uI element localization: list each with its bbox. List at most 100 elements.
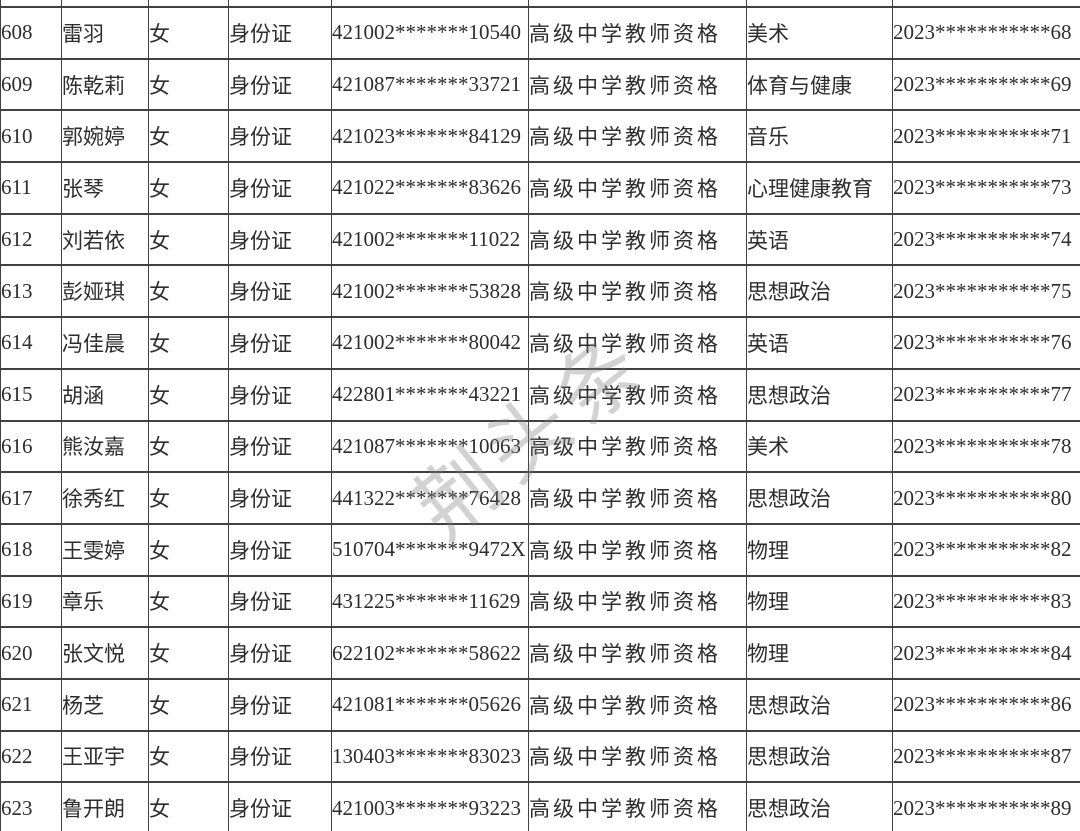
cell-id-number: 441322*******76428	[331, 471, 529, 525]
cell-no: 613	[0, 264, 62, 319]
cell-empty	[528, 0, 747, 8]
table-row: 610 郭婉婷女身份证 421023*******84129 高级中学教师资格 音乐 20…	[0, 109, 1080, 164]
cell-subject: 英语	[746, 316, 893, 370]
table-row: 621 杨芝女身份证 421081*******05626 高级中学教师资格 思想政治 2…	[0, 677, 1080, 732]
cell-id-type: 身份证	[228, 57, 332, 112]
cell-subject: 思想政治	[746, 781, 893, 831]
cell-qualification: 高级中学教师资格	[528, 522, 747, 577]
cell-no: 615	[0, 367, 62, 422]
cell-no: 617	[0, 471, 62, 525]
cell-name: 杨芝	[61, 677, 149, 732]
cell-subject: 体育与健康	[746, 57, 893, 112]
cell-gender: 女	[148, 161, 229, 215]
cell-id-type: 身份证	[228, 729, 332, 784]
cell-name: 王雯婷	[61, 522, 149, 577]
cell-qualification: 高级中学教师资格	[528, 6, 747, 60]
cell-name: 刘若依	[61, 212, 149, 267]
cell-qualification: 高级中学教师资格	[528, 57, 747, 112]
cell-cert-number: 2023***********75	[892, 264, 1080, 319]
table-row: 612 刘若依女身份证 421002*******11022 高级中学教师资格 英语 20…	[0, 212, 1080, 267]
cell-id-type: 身份证	[228, 367, 332, 422]
cell-id-type: 身份证	[228, 6, 332, 60]
cell-qualification: 高级中学教师资格	[528, 626, 747, 680]
cell-no: 616	[0, 419, 62, 474]
table-row: 617 徐秀红女身份证 441322*******76428 高级中学教师资格 思想政治…	[0, 471, 1080, 525]
cell-id-number: 510704*******9472X	[331, 522, 529, 577]
cell-no: 608	[0, 6, 62, 60]
cell-qualification: 高级中学教师资格	[528, 677, 747, 732]
cell-name: 张琴	[61, 161, 149, 215]
cell-id-number: 421087*******10063	[331, 419, 529, 474]
cell-subject: 音乐	[746, 109, 893, 164]
cell-empty	[61, 0, 149, 8]
cell-cert-number: 2023***********80	[892, 471, 1080, 525]
table-row: 619 章乐女身份证 431225*******11629 高级中学教师资格 物理 202…	[0, 574, 1080, 629]
cell-id-number: 421002*******80042	[331, 316, 529, 370]
cell-no: 619	[0, 574, 62, 629]
cell-subject: 美术	[746, 6, 893, 60]
cell-name: 陈乾莉	[61, 57, 149, 112]
cell-qualification: 高级中学教师资格	[528, 729, 747, 784]
cell-name: 章乐	[61, 574, 149, 629]
cell-id-number: 421002*******11022	[331, 212, 529, 267]
cell-subject: 思想政治	[746, 471, 893, 525]
table-row: 618 王雯婷女身份证 510704*******9472X 高级中学教师资格 物理 20…	[0, 522, 1080, 577]
cell-gender: 女	[148, 471, 229, 525]
cell-qualification: 高级中学教师资格	[528, 212, 747, 267]
cell-cert-number: 2023***********86	[892, 677, 1080, 732]
cell-no: 609	[0, 57, 62, 112]
cell-empty	[148, 0, 229, 8]
cell-name: 王亚宇	[61, 729, 149, 784]
table-row: 616 熊汝嘉女身份证 421087*******10063 高级中学教师资格 美术 20…	[0, 419, 1080, 474]
cell-qualification: 高级中学教师资格	[528, 367, 747, 422]
cell-no: 621	[0, 677, 62, 732]
cell-id-type: 身份证	[228, 574, 332, 629]
cell-gender: 女	[148, 6, 229, 60]
cell-id-number: 421023*******84129	[331, 109, 529, 164]
cell-id-type: 身份证	[228, 109, 332, 164]
cell-empty	[892, 0, 1080, 8]
cell-empty	[0, 0, 62, 8]
cell-name: 冯佳晨	[61, 316, 149, 370]
cell-gender: 女	[148, 212, 229, 267]
table-row: 608 雷羽女身份证 421002*******10540 高级中学教师资格 美术 202…	[0, 6, 1080, 60]
cell-id-type: 身份证	[228, 212, 332, 267]
table-row: 611 张琴女身份证 421022*******83626 高级中学教师资格 心理健康教…	[0, 161, 1080, 215]
cell-cert-number: 2023***********84	[892, 626, 1080, 680]
cell-subject: 思想政治	[746, 264, 893, 319]
cell-subject: 思想政治	[746, 729, 893, 784]
cell-name: 鲁开朗	[61, 781, 149, 831]
cell-name: 雷羽	[61, 6, 149, 60]
cell-subject: 物理	[746, 522, 893, 577]
cell-no: 618	[0, 522, 62, 577]
cell-cert-number: 2023***********89	[892, 781, 1080, 831]
cell-gender: 女	[148, 264, 229, 319]
cell-subject: 思想政治	[746, 677, 893, 732]
cell-qualification: 高级中学教师资格	[528, 574, 747, 629]
cell-cert-number: 2023***********68	[892, 6, 1080, 60]
cell-empty	[228, 0, 332, 8]
cell-id-type: 身份证	[228, 161, 332, 215]
table-row: 615 胡涵女身份证 422801*******43221 高级中学教师资格 思想政治 2…	[0, 367, 1080, 422]
cell-subject: 思想政治	[746, 367, 893, 422]
cell-gender: 女	[148, 316, 229, 370]
table-row: 614 冯佳晨女身份证 421002*******80042 高级中学教师资格 英语 20…	[0, 316, 1080, 370]
cell-qualification: 高级中学教师资格	[528, 781, 747, 831]
cell-qualification: 高级中学教师资格	[528, 316, 747, 370]
cell-gender: 女	[148, 626, 229, 680]
cell-id-number: 421087*******33721	[331, 57, 529, 112]
cell-gender: 女	[148, 367, 229, 422]
cell-name: 张文悦	[61, 626, 149, 680]
cell-id-number: 130403*******83023	[331, 729, 529, 784]
cell-no: 610	[0, 109, 62, 164]
cell-qualification: 高级中学教师资格	[528, 264, 747, 319]
cell-id-type: 身份证	[228, 522, 332, 577]
cell-cert-number: 2023***********71	[892, 109, 1080, 164]
cell-name: 胡涵	[61, 367, 149, 422]
cell-id-number: 622102*******58622	[331, 626, 529, 680]
cell-cert-number: 2023***********74	[892, 212, 1080, 267]
cell-gender: 女	[148, 109, 229, 164]
table-row: 622 王亚宇女身份证 130403*******83023 高级中学教师资格 思想政治…	[0, 729, 1080, 784]
cell-subject: 心理健康教育	[746, 161, 893, 215]
